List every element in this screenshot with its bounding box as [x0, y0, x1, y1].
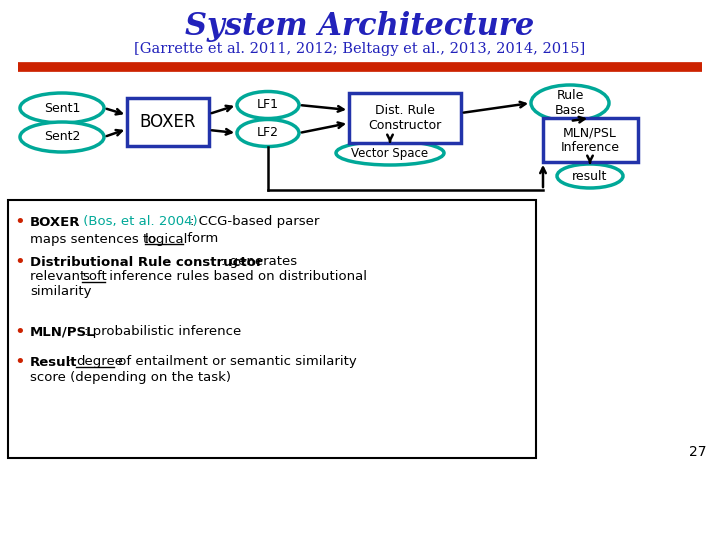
Text: BOXER: BOXER	[140, 113, 197, 131]
Text: Dist. Rule
Constructor: Dist. Rule Constructor	[369, 104, 441, 132]
Text: •: •	[14, 353, 25, 371]
Text: degree: degree	[76, 355, 123, 368]
Text: logical: logical	[145, 233, 189, 246]
FancyBboxPatch shape	[127, 98, 209, 146]
Text: : generates: : generates	[221, 255, 297, 268]
Text: (Bos, et al. 2004): (Bos, et al. 2004)	[79, 215, 202, 228]
Ellipse shape	[237, 91, 299, 118]
Text: Result: Result	[30, 355, 78, 368]
Text: inference rules based on distributional: inference rules based on distributional	[105, 271, 367, 284]
Text: 27: 27	[688, 445, 706, 459]
Text: •: •	[14, 323, 25, 341]
Text: : probabilistic inference: : probabilistic inference	[84, 326, 241, 339]
Text: [Garrette et al. 2011, 2012; Beltagy et al., 2013, 2014, 2015]: [Garrette et al. 2011, 2012; Beltagy et …	[135, 42, 585, 56]
Text: :: :	[67, 355, 76, 368]
Text: of entailment or semantic similarity: of entailment or semantic similarity	[114, 355, 356, 368]
Text: maps sentences to: maps sentences to	[30, 233, 161, 246]
Ellipse shape	[336, 141, 444, 165]
Text: soft: soft	[82, 271, 107, 284]
Text: form: form	[183, 233, 218, 246]
FancyBboxPatch shape	[8, 200, 536, 458]
Text: •: •	[14, 213, 25, 231]
Text: result: result	[572, 170, 608, 183]
Ellipse shape	[20, 122, 104, 152]
FancyBboxPatch shape	[542, 118, 637, 162]
Text: similarity: similarity	[30, 286, 91, 299]
Text: MLN/PSL
Inference: MLN/PSL Inference	[560, 126, 619, 154]
Ellipse shape	[237, 119, 299, 146]
Text: BOXER: BOXER	[30, 215, 81, 228]
Text: score (depending on the task): score (depending on the task)	[30, 372, 231, 384]
Text: relevant: relevant	[30, 271, 89, 284]
Text: •: •	[14, 253, 25, 271]
Text: MLN/PSL: MLN/PSL	[30, 326, 96, 339]
Ellipse shape	[531, 85, 609, 121]
Text: Sent2: Sent2	[44, 131, 80, 144]
Text: LF2: LF2	[257, 126, 279, 139]
Ellipse shape	[20, 93, 104, 123]
FancyBboxPatch shape	[349, 93, 461, 143]
Text: LF1: LF1	[257, 98, 279, 111]
Text: : CCG-based parser: : CCG-based parser	[190, 215, 320, 228]
Ellipse shape	[557, 164, 623, 188]
Text: Vector Space: Vector Space	[351, 146, 428, 159]
Text: System Architecture: System Architecture	[185, 10, 535, 42]
Text: Sent1: Sent1	[44, 102, 80, 114]
Text: Distributional Rule constructor: Distributional Rule constructor	[30, 255, 263, 268]
Text: Rule
Base: Rule Base	[554, 89, 585, 117]
